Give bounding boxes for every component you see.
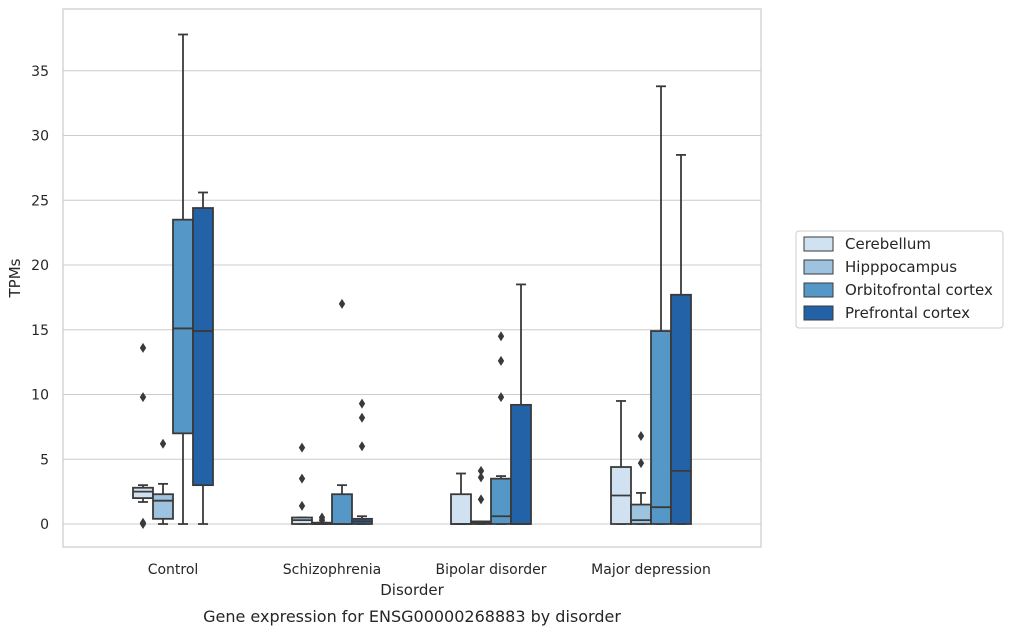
x-tick-label: Schizophrenia <box>283 562 381 578</box>
plot-frame <box>62 8 762 548</box>
y-tick-label: 0 <box>40 517 49 533</box>
box-group <box>152 438 174 525</box>
legend: Cerebellum Hipppocampus Orbitofrontal cort… <box>795 230 1004 329</box>
outlier-point <box>298 442 306 453</box>
legend-label: Orbitofrontal cortex <box>845 281 993 299</box>
x-tick-label: Bipolar disorder <box>435 562 546 578</box>
legend-label: Prefrontal cortex <box>845 304 970 322</box>
box <box>152 493 174 520</box>
legend-label: Hipppocampus <box>845 258 957 276</box>
outlier-point <box>358 398 366 409</box>
outlier-point <box>497 392 505 403</box>
x-tick-label: Major depression <box>591 562 711 578</box>
x-tick-label: Control <box>148 562 199 578</box>
legend-label: Cerebellum <box>845 235 931 253</box>
y-axis-ticks: 0 5 10 15 20 25 30 35 <box>31 64 49 533</box>
box-group <box>490 331 512 525</box>
box-group <box>630 430 652 525</box>
box <box>172 218 194 435</box>
x-axis-label: Disorder <box>380 581 444 599</box>
y-tick-label: 30 <box>31 129 49 145</box>
box <box>132 486 154 499</box>
box-group <box>470 465 492 525</box>
y-tick-label: 15 <box>31 323 49 339</box>
box <box>650 330 672 525</box>
box-group <box>331 298 353 525</box>
outlier-point <box>159 438 167 449</box>
box-group <box>670 154 692 525</box>
legend-swatch <box>803 305 834 321</box>
x-axis-ticks: Control Schizophrenia Bipolar disorder Majo… <box>148 562 711 578</box>
outlier-point <box>497 355 505 366</box>
outlier-point <box>139 342 147 353</box>
box-group <box>172 33 194 525</box>
legend-swatch <box>803 282 834 298</box>
outlier-point <box>139 392 147 403</box>
box <box>192 207 214 487</box>
box <box>510 403 532 525</box>
y-axis-label: TPMs <box>6 258 24 298</box>
box <box>630 503 652 525</box>
outlier-point <box>338 298 346 309</box>
box <box>331 493 353 525</box>
outlier-point <box>298 473 306 484</box>
box <box>670 293 692 525</box>
legend-frame <box>795 230 1004 329</box>
box-plot-marks <box>132 33 692 529</box>
legend-swatch <box>803 236 834 252</box>
y-tick-label: 35 <box>31 64 49 80</box>
box-group <box>450 472 472 525</box>
box <box>490 477 512 525</box>
box-group <box>192 191 214 525</box>
box-group <box>351 398 373 525</box>
outlier-point <box>637 430 645 441</box>
legend-swatch <box>803 259 834 275</box>
box-group <box>510 283 532 525</box>
box-group <box>132 342 154 529</box>
outlier-point <box>358 412 366 423</box>
outlier-point <box>139 519 147 529</box>
y-tick-label: 20 <box>31 258 49 274</box>
outlier-point <box>477 494 485 505</box>
outlier-point <box>497 331 505 342</box>
outlier-point <box>637 458 645 469</box>
outlier-point <box>298 500 306 511</box>
outlier-point <box>358 441 366 452</box>
outlier-point <box>318 515 326 526</box>
outlier-point <box>477 465 485 476</box>
y-tick-label: 10 <box>31 388 49 404</box>
box-group <box>291 442 313 525</box>
box <box>450 493 472 525</box>
outlier-point <box>477 472 485 483</box>
box-group <box>610 400 632 525</box>
y-tick-label: 25 <box>31 193 49 209</box>
y-tick-label: 5 <box>40 452 49 468</box>
chart-caption: Gene expression for ENSG00000268883 by d… <box>203 607 621 626</box>
